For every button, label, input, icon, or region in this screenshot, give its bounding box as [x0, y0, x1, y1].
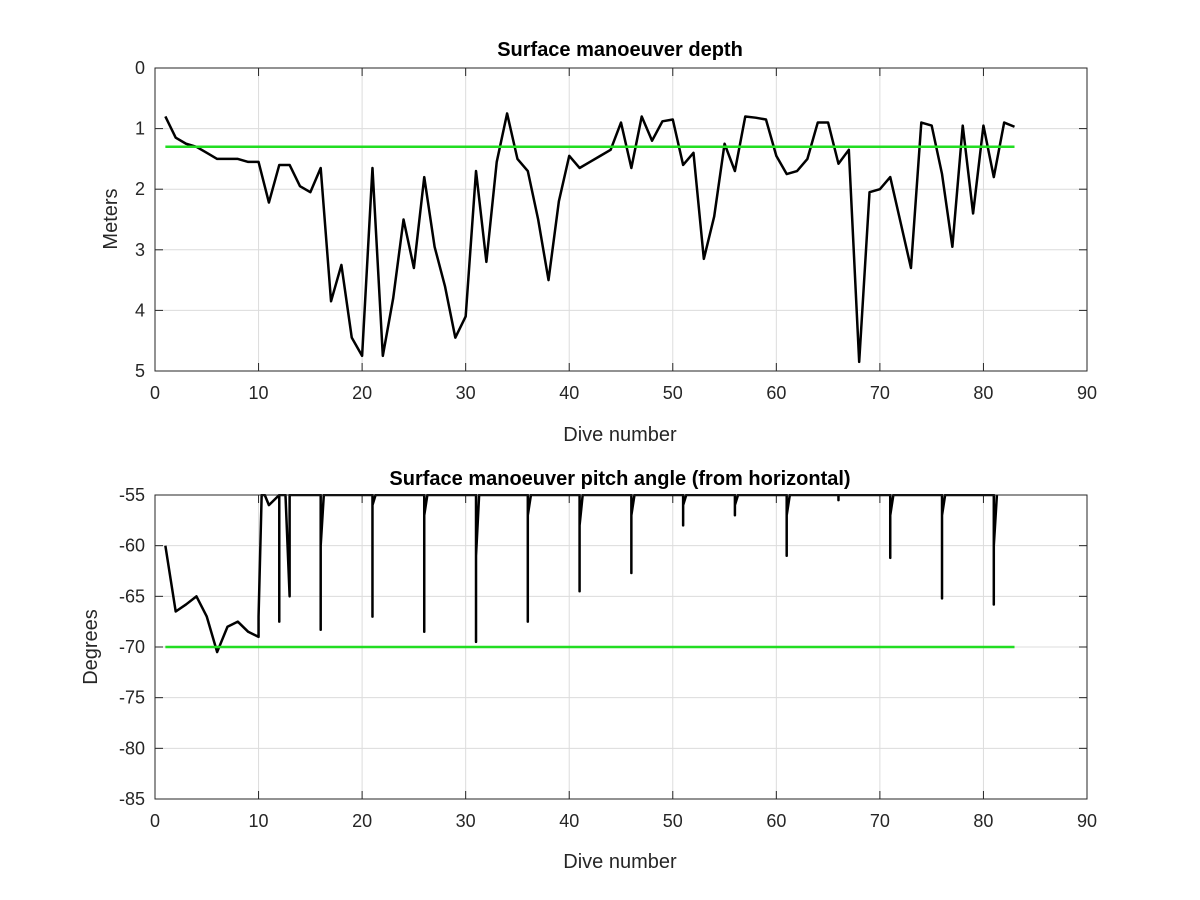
depth-series [164, 112, 1015, 364]
pitch-data-line [164, 494, 999, 654]
depth-x-tick-label: 0 [150, 383, 160, 403]
depth-x-tick-label: 20 [352, 383, 372, 403]
depth-grid [154, 67, 1088, 372]
pitch-y-tick-label: -85 [119, 789, 145, 809]
pitch-x-tick-label: 20 [352, 811, 372, 831]
pitch-plot-frame [154, 494, 1088, 800]
pitch-y-tick-label: -75 [119, 688, 145, 708]
depth-x-tick-label: 80 [973, 383, 993, 403]
depth-y-tick-label: 3 [135, 240, 145, 260]
depth-x-tick-label: 40 [559, 383, 579, 403]
pitch-axes: Surface manoeuver pitch angle (from hori… [80, 468, 1097, 873]
pitch-x-tick-label: 80 [973, 811, 993, 831]
pitch-x-tick-label: 40 [559, 811, 579, 831]
depth-x-axis-label: Dive number [563, 424, 677, 446]
pitch-x-tick-label: 0 [150, 811, 160, 831]
depth-x-tick-label: 60 [766, 383, 786, 403]
pitch-x-tick-label: 70 [870, 811, 890, 831]
depth-tick-labels: 0 10 20 30 40 50 60 70 80 90 0 1 2 3 4 5 [135, 58, 1097, 403]
depth-x-tick-label: 90 [1077, 383, 1097, 403]
pitch-x-tick-label: 50 [663, 811, 683, 831]
pitch-y-tick-label: -65 [119, 586, 145, 606]
depth-plot-frame [154, 67, 1088, 372]
depth-x-tick-label: 50 [663, 383, 683, 403]
pitch-chart-title: Surface manoeuver pitch angle (from hori… [389, 468, 850, 490]
pitch-tick-labels: 0 10 20 30 40 50 60 70 80 90 -55 -60 -65 -70 -75 -80 -85 [119, 485, 1097, 831]
depth-y-tick-label: 0 [135, 58, 145, 78]
depth-y-tick-label: 4 [135, 300, 145, 320]
depth-y-axis-label: Meters [100, 188, 122, 249]
depth-y-tick-label: 2 [135, 179, 145, 199]
depth-x-tick-label: 30 [456, 383, 476, 403]
pitch-x-tick-label: 10 [249, 811, 269, 831]
pitch-y-tick-label: -55 [119, 485, 145, 505]
depth-data-line [164, 112, 1015, 364]
pitch-y-tick-label: -80 [119, 738, 145, 758]
depth-chart-title: Surface manoeuver depth [497, 39, 743, 61]
pitch-x-axis-label: Dive number [563, 851, 677, 873]
pitch-x-tick-label: 90 [1077, 811, 1097, 831]
pitch-series [164, 494, 1015, 654]
pitch-x-tick-label: 60 [766, 811, 786, 831]
pitch-y-tick-label: -60 [119, 536, 145, 556]
pitch-x-tick-label: 30 [456, 811, 476, 831]
depth-x-tick-label: 70 [870, 383, 890, 403]
depth-x-tick-label: 10 [249, 383, 269, 403]
depth-y-tick-label: 5 [135, 361, 145, 381]
pitch-y-axis-label: Degrees [80, 609, 102, 685]
pitch-y-tick-label: -70 [119, 637, 145, 657]
depth-axes: Surface manoeuver depth Dive number Mete… [100, 39, 1097, 446]
depth-y-tick-label: 1 [135, 119, 145, 139]
